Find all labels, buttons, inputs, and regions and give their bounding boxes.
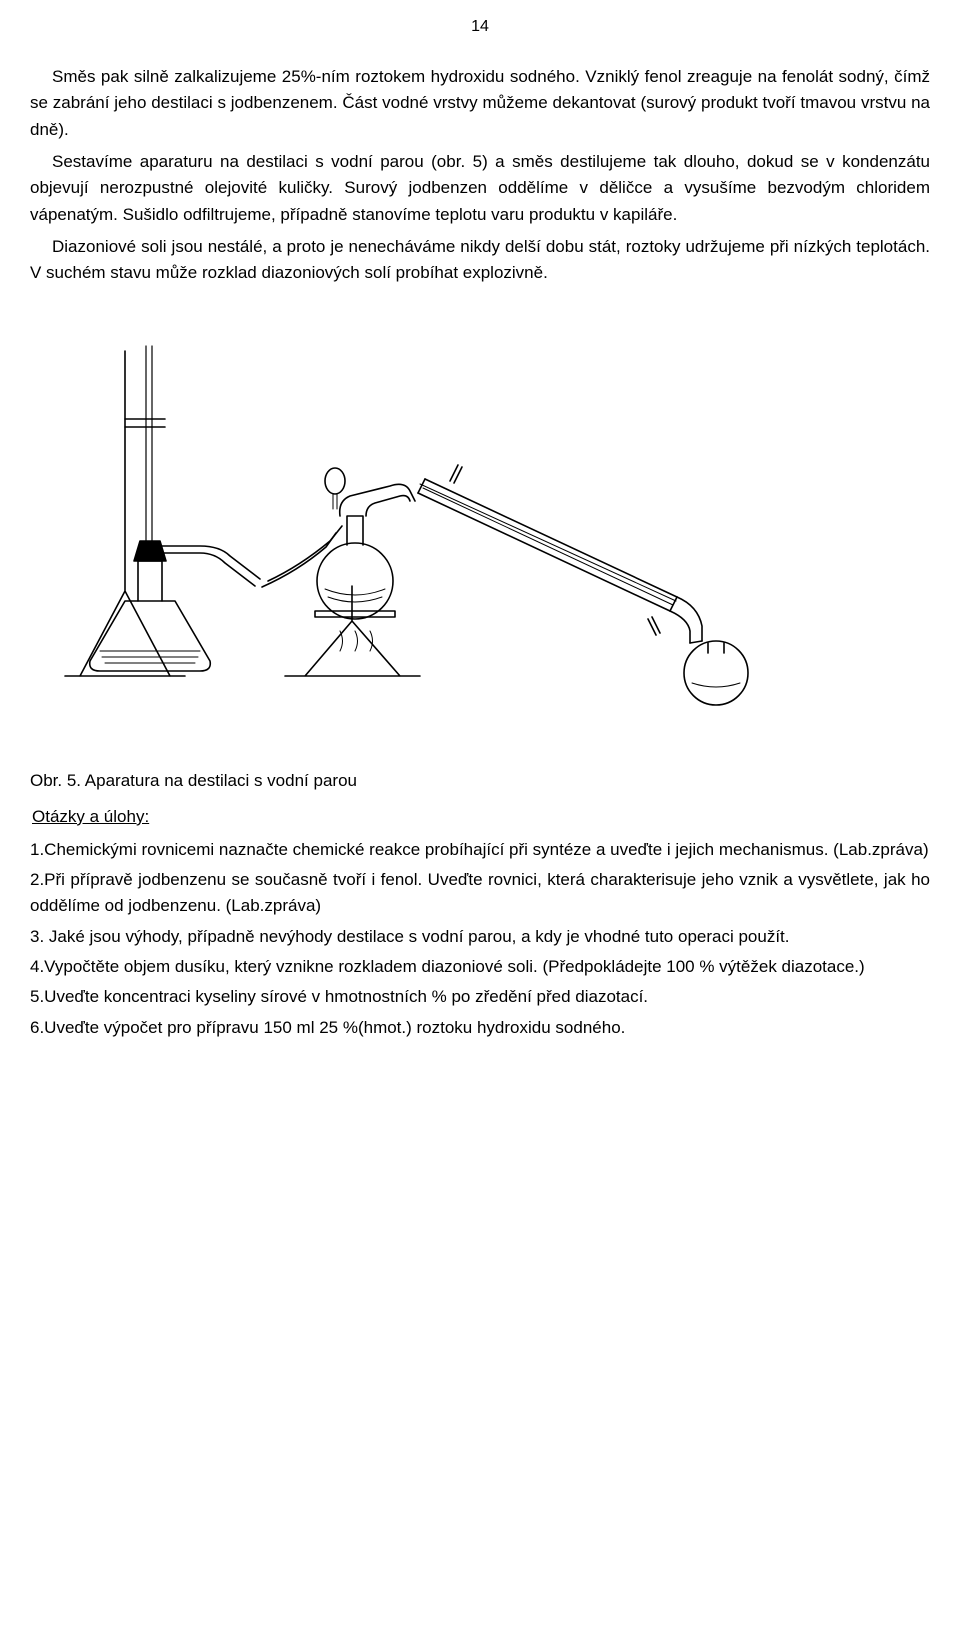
apparatus-svg: [30, 331, 850, 711]
paragraph-3: Diazoniové soli jsou nestálé, a proto je…: [30, 234, 930, 287]
question-5: 5.Uveďte koncentraci kyseliny sírové v h…: [30, 984, 930, 1010]
figure-caption: Obr. 5. Aparatura na destilaci s vodní p…: [30, 771, 930, 791]
question-1: 1.Chemickými rovnicemi naznačte chemické…: [30, 837, 930, 863]
figure-apparatus: [30, 331, 850, 711]
question-2: 2.Při přípravě jodbenzenu se současně tv…: [30, 867, 930, 920]
page: 14 Směs pak silně zalkalizujeme 25%-ním …: [0, 0, 960, 1626]
paragraph-1: Směs pak silně zalkalizujeme 25%-ním roz…: [30, 64, 930, 143]
page-number: 14: [30, 18, 930, 36]
questions-heading: Otázky a úlohy:: [32, 807, 930, 827]
question-6: 6.Uveďte výpočet pro přípravu 150 ml 25 …: [30, 1015, 930, 1041]
question-3: 3. Jaké jsou výhody, případně nevýhody d…: [30, 924, 930, 950]
question-4: 4.Vypočtěte objem dusíku, který vznikne …: [30, 954, 930, 980]
paragraph-2: Sestavíme aparaturu na destilaci s vodní…: [30, 149, 930, 228]
